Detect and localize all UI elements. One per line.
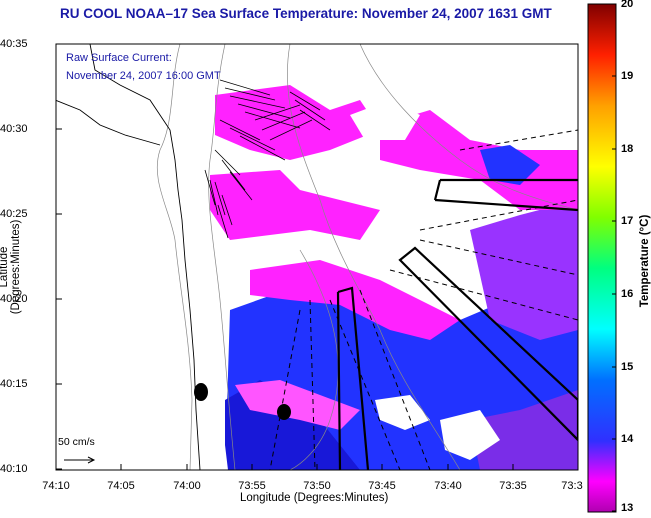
xtick-label: 73:50 (303, 480, 331, 492)
scale-label: 50 cm/s (58, 436, 95, 448)
ytick-label: 40:20 (0, 293, 28, 305)
mooring-dot (277, 404, 291, 420)
ytick-label: 40:35 (0, 38, 28, 50)
purple-south (470, 390, 578, 470)
mooring-dot (194, 383, 208, 401)
colorbar-tick: 16 (621, 288, 634, 300)
land-coast (56, 44, 228, 470)
xtick-label: 73:55 (238, 480, 266, 492)
no-data-2 (375, 395, 430, 430)
transect-boxes (336, 178, 578, 470)
radar-radials (269, 129, 578, 470)
xtick-label: 73:45 (368, 480, 396, 492)
ytick-label: 40:25 (0, 208, 28, 220)
colorbar-tick: 15 (621, 361, 634, 373)
current-annotation-time: November 24, 2007 16:00 GMT (66, 70, 221, 82)
xtick-label: 74:10 (42, 480, 70, 492)
colorbar-tick: 18 (621, 143, 634, 155)
xtick-label: 74:00 (173, 480, 201, 492)
purple-region (470, 200, 578, 340)
no-data-1 (395, 200, 455, 250)
ytick-label: 40:15 (0, 378, 28, 390)
magenta-band (250, 260, 460, 340)
sst-field (56, 44, 578, 470)
xtick-label: 73:35 (499, 480, 527, 492)
map-title: RU COOL NOAA–17 Sea Surface Temperature:… (60, 6, 552, 21)
magenta-south (235, 380, 360, 430)
colorbar-tick: 17 (621, 215, 634, 227)
ytick-label: 40:30 (0, 123, 28, 135)
colorbar-tick: 20 (621, 0, 634, 10)
current-vectors (204, 79, 331, 239)
colorbar-tick: 19 (621, 70, 634, 82)
no-data-4 (350, 100, 420, 140)
ytick-label: 40:10 (0, 463, 28, 475)
xtick-label: 73:40 (434, 480, 462, 492)
no-data-3 (440, 410, 500, 460)
y-axis-title: Latitude (Degrees:Minutes) (0, 219, 22, 315)
x-axis-title: Longitude (Degrees:Minutes) (240, 492, 389, 504)
xtick-label: 73:3 (561, 480, 583, 492)
magenta-mid (210, 170, 380, 240)
current-annotation-label: Raw Surface Current: (66, 52, 172, 64)
xtick-label: 74:05 (107, 480, 135, 492)
colorbar-tick: 13 (621, 502, 634, 514)
colorbar (587, 3, 617, 513)
colorbar-title: Temperature (°C) (639, 214, 651, 308)
magenta-blob (480, 145, 540, 185)
colorbar-tick: 14 (621, 433, 634, 445)
